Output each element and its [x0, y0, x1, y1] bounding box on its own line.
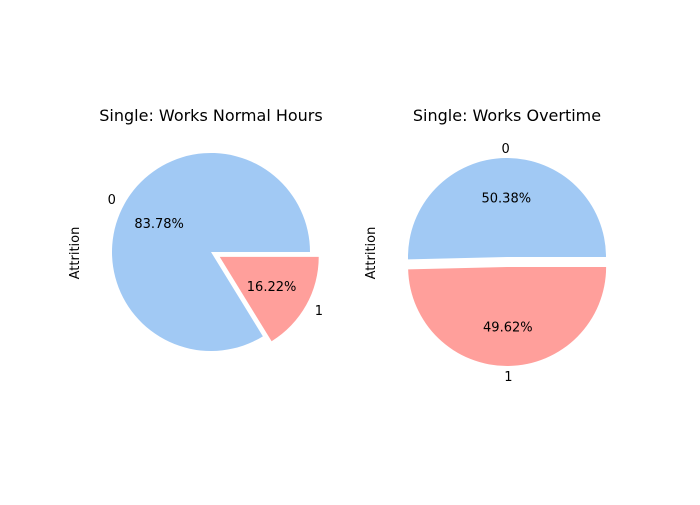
percent-label: 50.38%	[482, 192, 532, 207]
pie-chart-normal-hours: Single: Works Normal Hours Attrition 83.…	[68, 106, 323, 352]
pie-slice-0	[111, 152, 310, 352]
chart-title: Single: Works Overtime	[413, 106, 601, 125]
percent-label: 83.78%	[134, 217, 184, 232]
category-label: 0	[502, 142, 510, 157]
y-axis-label: Attrition	[68, 227, 83, 280]
pie-slice-1	[219, 256, 319, 342]
pie-slice-0	[408, 157, 606, 260]
category-label: 1	[504, 370, 512, 385]
y-axis-label: Attrition	[364, 227, 379, 280]
category-label: 0	[108, 193, 116, 208]
pie-slice-1	[408, 266, 607, 366]
percent-label: 49.62%	[483, 320, 533, 335]
percent-label: 16.22%	[247, 280, 297, 295]
pie-chart-overtime: Single: Works Overtime Attrition 50.38% 0…	[364, 106, 607, 385]
category-label: 1	[315, 304, 323, 319]
chart-title: Single: Works Normal Hours	[99, 106, 322, 125]
